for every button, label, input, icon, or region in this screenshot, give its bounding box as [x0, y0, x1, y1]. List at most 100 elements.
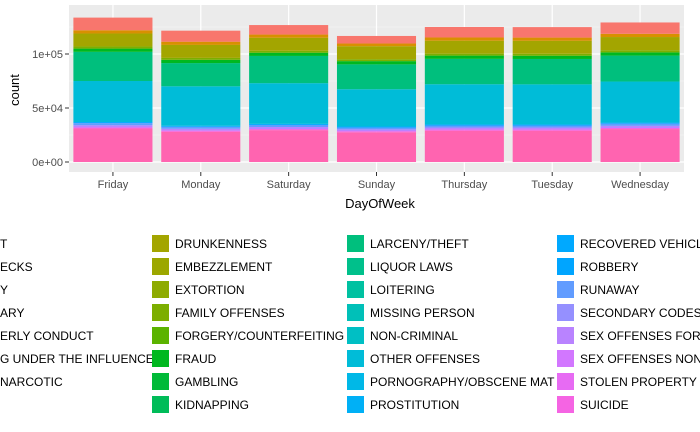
bar-segment — [336, 35, 417, 44]
legend-label: NON-CRIMINAL — [370, 329, 458, 343]
bar-segment — [161, 59, 241, 64]
bar-segment — [161, 125, 241, 127]
legend-key — [557, 281, 574, 298]
legend-key — [557, 396, 574, 413]
legend-key — [152, 258, 169, 275]
bar-segment — [161, 128, 241, 131]
legend-key — [152, 396, 169, 413]
x-axis-ticks: Friday Monday Saturday Sunday Thursday Tuesda… — [98, 172, 670, 191]
legend-key — [152, 281, 169, 298]
legend-key — [347, 304, 364, 321]
bar-segment — [249, 55, 329, 84]
bar-saturday — [249, 25, 329, 162]
bar-segment — [336, 43, 417, 47]
bar-segment — [249, 130, 329, 162]
bar-segment — [512, 84, 592, 125]
bar-segment — [336, 131, 417, 133]
legend-label: ROBBERY — [580, 260, 638, 274]
legend-label: FORGERY/COUNTERFEITING — [175, 329, 344, 343]
y-tick-label: 5e+04 — [32, 103, 63, 115]
bar-segment — [512, 130, 592, 162]
bar-segment — [600, 55, 680, 82]
x-tick-label: Friday — [98, 179, 129, 191]
legend-key — [347, 281, 364, 298]
bar-segment — [600, 52, 680, 56]
bar-sunday — [336, 35, 417, 162]
bar-segment — [336, 89, 417, 127]
bar-segment — [336, 61, 417, 65]
legend-label: SECONDARY CODES — [580, 306, 700, 320]
bar-segment — [249, 50, 329, 53]
legend-label: Y — [0, 283, 8, 297]
bar-segment — [73, 122, 153, 124]
bar-segment — [424, 55, 504, 59]
legend-label: G UNDER THE INFLUENCE — [0, 352, 154, 366]
bar-segment — [424, 125, 504, 128]
x-tick-label: Saturday — [267, 179, 312, 191]
bar-monday — [161, 30, 241, 162]
x-tick-label: Wednesday — [611, 179, 669, 191]
x-tick-label: Monday — [181, 179, 221, 191]
legend-label: FRAUD — [175, 352, 217, 366]
bar-segment — [249, 124, 329, 128]
legend-key — [152, 304, 169, 321]
legend-label: PORNOGRAPHY/OBSCENE MAT — [370, 375, 555, 389]
legend-label: FAMILY OFFENSES — [175, 306, 285, 320]
legend-key — [347, 235, 364, 252]
bar-segment — [73, 128, 153, 162]
bar-segment — [600, 127, 680, 130]
bar-segment — [161, 63, 241, 87]
bar-segment — [249, 52, 329, 56]
y-tick-label: 0e+00 — [32, 157, 63, 169]
legend-label: ECKS — [0, 260, 33, 274]
legend-label: NARCOTIC — [0, 375, 63, 389]
bar-segment — [249, 83, 329, 124]
legend-label: ERLY CONDUCT — [0, 329, 94, 343]
bar-segment — [73, 33, 153, 47]
legend-label: EXTORTION — [175, 283, 245, 297]
bar-segment — [512, 40, 592, 54]
x-tick-label: Tuesday — [531, 179, 573, 191]
bar-segment — [161, 130, 241, 132]
legend-key — [152, 350, 169, 367]
legend-key — [347, 396, 364, 413]
bar-segment — [249, 127, 329, 130]
legend-key — [152, 235, 169, 252]
legend-key — [557, 373, 574, 390]
legend-key — [557, 258, 574, 275]
bar-segment — [424, 84, 504, 125]
legend-key — [152, 373, 169, 390]
bar-segment — [73, 81, 153, 123]
bar-segment — [424, 40, 504, 54]
bar-wednesday — [600, 22, 680, 162]
bar-segment — [424, 27, 504, 38]
bar-segment — [73, 17, 153, 31]
bar-segment — [424, 129, 504, 131]
bar-segment — [73, 51, 153, 81]
bar-friday — [73, 17, 153, 162]
legend-label: SEX OFFENSES FORCIBLE — [580, 329, 700, 343]
bar-segment — [249, 37, 329, 51]
bar-segment — [336, 126, 417, 128]
x-axis-title: DayOfWeek — [345, 196, 415, 211]
legend-key — [152, 327, 169, 344]
legend-label: OTHER OFFENSES — [370, 352, 480, 366]
legend-label: PROSTITUTION — [370, 398, 459, 412]
bar-segment — [600, 33, 680, 38]
bar-segment — [600, 81, 680, 123]
bar-segment — [512, 125, 592, 128]
bar-segment — [600, 123, 680, 126]
bars — [73, 17, 680, 162]
bar-segment — [512, 58, 592, 85]
bar-segment — [336, 59, 417, 62]
bar-segment — [73, 30, 153, 34]
bar-segment — [600, 129, 680, 162]
bar-segment — [161, 57, 241, 60]
bar-segment — [73, 127, 153, 129]
bar-segment — [424, 127, 504, 130]
bar-segment — [249, 129, 329, 131]
bar-segment — [512, 37, 592, 41]
y-axis-title: count — [7, 74, 22, 106]
bar-segment — [512, 124, 592, 126]
legend-label: GAMBLING — [175, 375, 238, 389]
